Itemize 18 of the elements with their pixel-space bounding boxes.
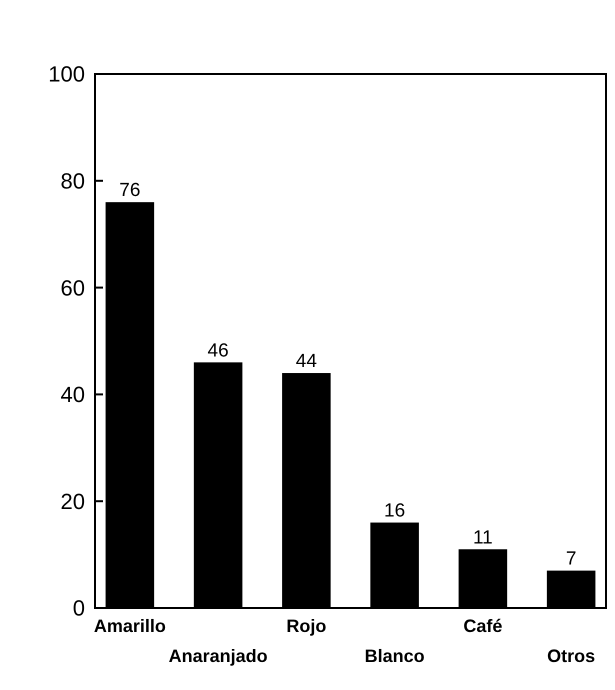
x-tick-label: Anaranjado xyxy=(168,646,268,666)
y-tick-label: 0 xyxy=(72,596,85,621)
data-label: 16 xyxy=(384,500,406,522)
x-tick-label: Otros xyxy=(547,646,596,666)
y-tick-label: 100 xyxy=(48,62,85,87)
data-label: 7 xyxy=(566,548,576,570)
data-label: 11 xyxy=(473,527,493,548)
y-tick-label: 80 xyxy=(60,168,85,194)
y-tick-label: 40 xyxy=(60,382,85,408)
data-label: 76 xyxy=(119,180,140,202)
x-tick-label: Rojo xyxy=(286,616,326,636)
y-tick-label: 20 xyxy=(60,488,85,514)
data-label: 44 xyxy=(296,351,318,372)
x-tick-label: Café xyxy=(463,616,502,636)
x-tick-label: Amarillo xyxy=(94,616,166,636)
x-tick-label: Blanco xyxy=(364,646,425,666)
data-label: 46 xyxy=(208,340,229,362)
y-tick-label: 60 xyxy=(60,275,85,300)
